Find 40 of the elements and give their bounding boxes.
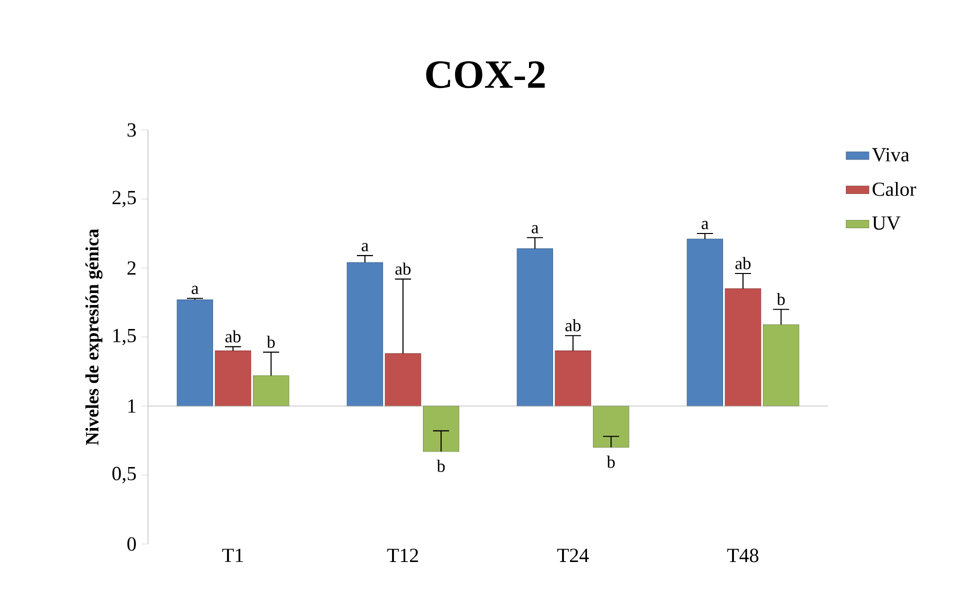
y-tick-label: 0 bbox=[127, 537, 136, 551]
y-axis-title: Niveles de expresión génica bbox=[85, 228, 102, 446]
bar bbox=[384, 353, 422, 406]
legend-label: UV bbox=[872, 216, 900, 230]
bar bbox=[724, 288, 762, 406]
x-tick-label: T48 bbox=[727, 548, 758, 562]
x-tick-label: T12 bbox=[387, 548, 418, 562]
annotation: ab bbox=[735, 257, 751, 270]
y-tick-label: 1,5 bbox=[113, 328, 136, 346]
annotation: a bbox=[192, 286, 199, 294]
legend-label: Viva bbox=[872, 148, 910, 162]
y-tick-label: 2,5 bbox=[112, 190, 136, 208]
annotation: a bbox=[532, 225, 539, 234]
annotation: a bbox=[702, 220, 709, 230]
legend-label: Calor bbox=[872, 182, 916, 196]
annotation: a bbox=[362, 243, 369, 252]
bar bbox=[686, 238, 724, 406]
bar bbox=[176, 299, 214, 406]
annotation: ab bbox=[565, 319, 581, 332]
bar bbox=[762, 324, 800, 406]
bar bbox=[252, 375, 290, 406]
bar bbox=[592, 406, 630, 448]
annotation: b bbox=[436, 460, 445, 472]
bar bbox=[214, 350, 252, 406]
bar bbox=[346, 262, 384, 406]
x-tick-label: T1 bbox=[222, 548, 243, 562]
bar bbox=[516, 248, 554, 406]
annotation: ab bbox=[225, 330, 241, 342]
bar bbox=[554, 350, 592, 406]
y-tick-label: 1 bbox=[128, 399, 136, 413]
x-tick-label: T24 bbox=[557, 548, 589, 562]
y-tick-label: 0,5 bbox=[112, 466, 136, 484]
bar bbox=[422, 406, 460, 452]
y-tick-label: 2 bbox=[128, 261, 136, 275]
annotation: b bbox=[266, 336, 275, 348]
annotation: b bbox=[606, 456, 615, 468]
annotation: b bbox=[776, 292, 785, 306]
annotation: ab bbox=[395, 262, 411, 275]
chart-title: COX-2 bbox=[426, 61, 545, 88]
y-tick-label: 3 bbox=[128, 123, 136, 137]
